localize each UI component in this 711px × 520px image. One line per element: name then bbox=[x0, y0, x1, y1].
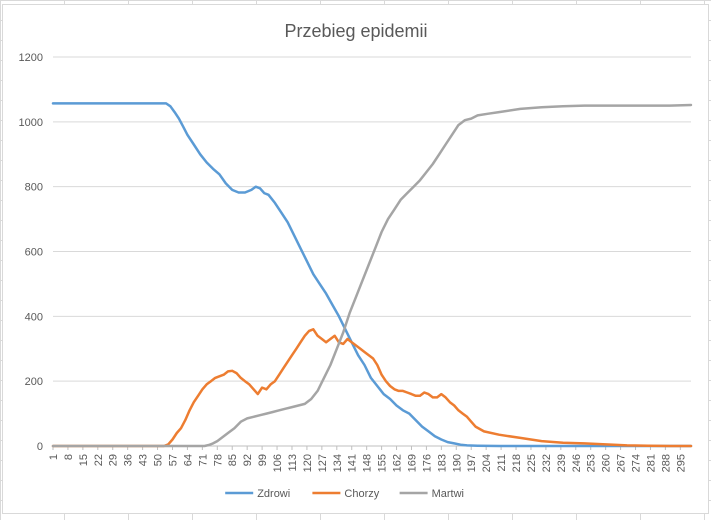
x-tick-label-71: 71 bbox=[197, 454, 209, 466]
x-tick-label-176: 176 bbox=[421, 454, 433, 472]
series-line-chorzy bbox=[51, 328, 693, 448]
x-tick-label-183: 183 bbox=[436, 454, 448, 472]
y-tick-label-1200: 1200 bbox=[19, 52, 43, 64]
y-axis: 0 200 400 600 800 1000 1200 bbox=[19, 52, 43, 453]
x-tick-label-232: 232 bbox=[541, 454, 553, 472]
x-tick-label-8: 8 bbox=[63, 454, 75, 460]
x-tick-label-50: 50 bbox=[153, 454, 165, 466]
x-tick-label-211: 211 bbox=[496, 454, 508, 472]
y-tick-label-600: 600 bbox=[25, 247, 43, 259]
x-tick-label-78: 78 bbox=[212, 454, 224, 466]
series-line-zdrowi bbox=[51, 102, 693, 448]
x-tick-label-127: 127 bbox=[317, 454, 329, 472]
x-tick-label-85: 85 bbox=[227, 454, 239, 466]
x-tick-label-36: 36 bbox=[123, 454, 135, 466]
x-tick-label-141: 141 bbox=[347, 454, 359, 472]
x-tick-label-29: 29 bbox=[108, 454, 120, 466]
x-tick-label-267: 267 bbox=[616, 454, 628, 472]
x-tick-label-204: 204 bbox=[481, 454, 493, 472]
x-tick-label-253: 253 bbox=[586, 454, 598, 472]
x-tick-label-64: 64 bbox=[182, 454, 194, 466]
x-tick-label-190: 190 bbox=[451, 454, 463, 472]
y-tick-label-0: 0 bbox=[37, 441, 43, 453]
line-chart: Przebieg epidemii 020040060080010001200 … bbox=[19, 21, 693, 500]
x-tick-label-281: 281 bbox=[645, 454, 657, 472]
x-tick-label-288: 288 bbox=[660, 454, 672, 472]
chart-title: Przebieg epidemii bbox=[284, 21, 427, 41]
x-tick-label-113: 113 bbox=[287, 454, 299, 472]
x-axis: 1 8 15 22 29 36 43 50 57 64 71 78 85 92 99 106 113 120 127… bbox=[48, 446, 687, 472]
x-tick-label-43: 43 bbox=[138, 454, 150, 466]
x-tick-label-15: 15 bbox=[78, 454, 90, 466]
y-tick-label-1000: 1000 bbox=[19, 117, 43, 129]
x-tick-label-162: 162 bbox=[392, 454, 404, 472]
gridlines bbox=[53, 56, 691, 447]
x-tick-label-169: 169 bbox=[406, 454, 418, 472]
x-tick-label-246: 246 bbox=[571, 454, 583, 472]
x-tick-label-295: 295 bbox=[675, 454, 687, 472]
y-tick-label-200: 200 bbox=[25, 376, 43, 388]
x-tick-label-155: 155 bbox=[377, 454, 389, 472]
x-tick-label-1: 1 bbox=[48, 454, 60, 460]
chart-frame[interactable]: Przebieg epidemii 0 200 400 600 800 1000 1200 … bbox=[2, 4, 709, 514]
x-tick-label-57: 57 bbox=[167, 454, 179, 466]
series-lines bbox=[51, 102, 693, 448]
x-tick-label-218: 218 bbox=[511, 454, 523, 472]
x-tick-label-99: 99 bbox=[257, 454, 269, 466]
series-line-martwi bbox=[51, 103, 693, 448]
x-tick-label-22: 22 bbox=[93, 454, 105, 466]
x-tick-label-239: 239 bbox=[556, 454, 568, 472]
legend-label-martwi: Martwi bbox=[432, 488, 464, 500]
y-tick-label-400: 400 bbox=[25, 311, 43, 323]
y-tick-label-800: 800 bbox=[25, 182, 43, 194]
x-tick-label-148: 148 bbox=[362, 454, 374, 472]
x-tick-label-274: 274 bbox=[631, 454, 643, 472]
x-tick-label-197: 197 bbox=[466, 454, 478, 472]
x-tick-label-225: 225 bbox=[526, 454, 538, 472]
legend-label-zdrowi: Zdrowi bbox=[257, 488, 290, 500]
x-tick-label-92: 92 bbox=[242, 454, 254, 466]
x-tick-label-106: 106 bbox=[272, 454, 284, 472]
legend-label-chorzy: Chorzy bbox=[344, 488, 379, 500]
x-tick-label-120: 120 bbox=[302, 454, 314, 472]
legend: Zdrowi Chorzy Martwi bbox=[225, 488, 464, 500]
x-tick-label-260: 260 bbox=[601, 454, 613, 472]
x-tick-label-134: 134 bbox=[332, 454, 344, 472]
